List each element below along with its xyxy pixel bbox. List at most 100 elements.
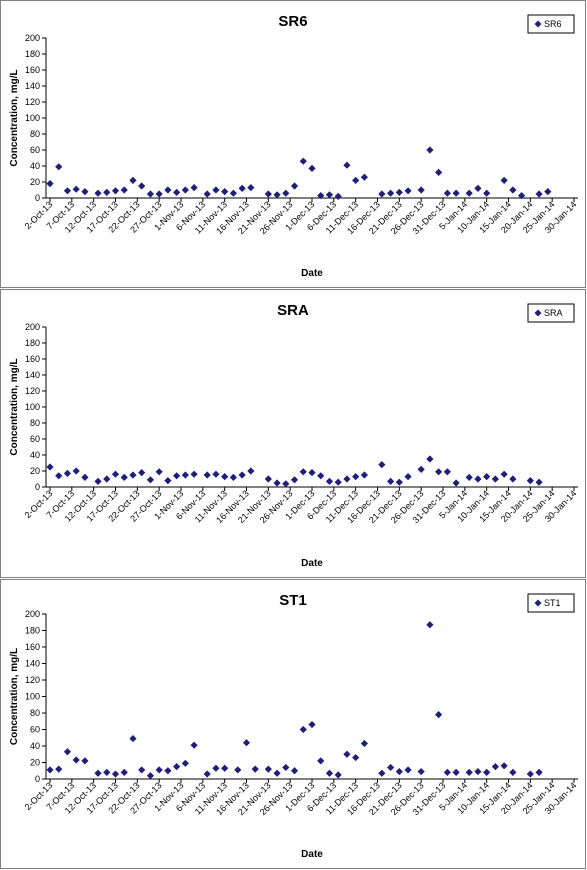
data-point: [500, 762, 508, 770]
y-tick-label: 80: [30, 418, 40, 428]
data-point: [103, 475, 111, 483]
data-point: [212, 470, 220, 478]
data-point: [509, 768, 517, 776]
data-point: [81, 473, 89, 481]
data-point: [273, 479, 281, 487]
y-tick-label: 120: [25, 675, 40, 685]
y-tick-label: 80: [30, 129, 40, 139]
data-point: [129, 471, 137, 479]
legend-box: [527, 14, 575, 34]
data-point: [212, 764, 220, 772]
y-tick-label: 120: [25, 386, 40, 396]
data-point: [360, 739, 368, 748]
data-point: [378, 190, 386, 198]
chart-title: ST1: [279, 592, 307, 609]
y-tick-label: 0: [35, 482, 40, 492]
data-point: [417, 465, 425, 473]
y-tick-label: 60: [30, 725, 40, 735]
y-tick-label: 180: [25, 49, 40, 59]
data-point: [164, 477, 172, 485]
data-point: [299, 468, 307, 476]
y-tick-label: 100: [25, 692, 40, 702]
x-axis-label: Date: [301, 558, 323, 569]
chart-panel-st1: ST1 ST1 0 20 40 60 80 100 120 140 160 180 200 2-Oct-1…: [0, 579, 586, 869]
chart-title: SR6: [278, 13, 307, 30]
data-point: [443, 468, 451, 476]
y-tick-label: 100: [25, 113, 40, 123]
data-point: [212, 186, 220, 194]
data-point: [264, 190, 272, 198]
data-point: [221, 473, 229, 481]
data-point: [81, 757, 89, 765]
data-point: [203, 770, 211, 778]
chart-svg: SRA SRA0204060801001201401601802002-Oct-1…: [9, 302, 578, 569]
data-point: [146, 772, 155, 780]
y-tick-label: 180: [25, 338, 40, 348]
data-point: [190, 184, 198, 192]
y-tick-label: 160: [25, 65, 40, 75]
data-point: [387, 763, 395, 772]
data-point: [435, 468, 443, 476]
data-point: [535, 478, 543, 486]
data-point: [81, 188, 89, 196]
y-tick-label: 160: [25, 354, 40, 364]
legend-label: SRA: [544, 308, 563, 318]
data-point: [247, 184, 255, 192]
data-point: [325, 477, 334, 485]
data-point: [173, 188, 181, 196]
data-point: [317, 192, 325, 200]
data-point: [155, 190, 163, 198]
data-point: [221, 188, 229, 196]
data-point: [146, 190, 155, 198]
y-tick-label: 20: [30, 466, 40, 476]
data-point: [334, 771, 342, 779]
data-point: [111, 770, 120, 778]
data-point: [404, 187, 412, 195]
data-point: [203, 471, 211, 479]
data-point: [229, 189, 237, 197]
data-point: [491, 475, 499, 483]
legend-box: [527, 593, 575, 613]
data-point: [181, 759, 189, 767]
data-point: [264, 765, 272, 773]
y-tick-label: 0: [35, 193, 40, 203]
data-point: [417, 186, 425, 194]
chart-svg: ST1 ST10204060801001201401601802002-Oct-1…: [9, 592, 578, 860]
data-point: [120, 473, 128, 481]
y-tick-label: 20: [30, 758, 40, 768]
data-point: [334, 192, 342, 200]
data-point: [452, 189, 460, 197]
data-point: [404, 766, 412, 774]
data-point: [264, 475, 272, 483]
data-point: [190, 470, 198, 478]
data-point: [290, 767, 299, 775]
y-tick-label: 40: [30, 161, 40, 171]
data-point: [55, 765, 63, 773]
data-point: [103, 768, 111, 776]
data-point: [465, 768, 473, 776]
data-point: [435, 711, 443, 719]
y-tick-label: 140: [25, 659, 40, 669]
data-point: [465, 189, 473, 197]
data-point: [334, 478, 342, 486]
data-point: [526, 477, 534, 485]
data-point: [120, 186, 128, 194]
data-point: [452, 768, 460, 776]
data-point: [317, 757, 325, 765]
y-tick-label: 40: [30, 741, 40, 751]
data-point: [417, 767, 425, 776]
data-point: [426, 621, 434, 629]
data-point: [282, 763, 290, 772]
data-point: [103, 188, 111, 196]
y-tick-label: 0: [35, 774, 40, 784]
chart-title: SRA: [277, 302, 309, 319]
data-point: [544, 188, 552, 196]
y-tick-label: 200: [25, 609, 40, 619]
legend-label: SR6: [544, 19, 562, 29]
data-point: [426, 146, 434, 154]
data-point: [500, 470, 508, 478]
data-point: [63, 187, 72, 195]
data-point: [138, 766, 146, 774]
data-point: [483, 189, 491, 197]
data-point: [273, 191, 281, 199]
